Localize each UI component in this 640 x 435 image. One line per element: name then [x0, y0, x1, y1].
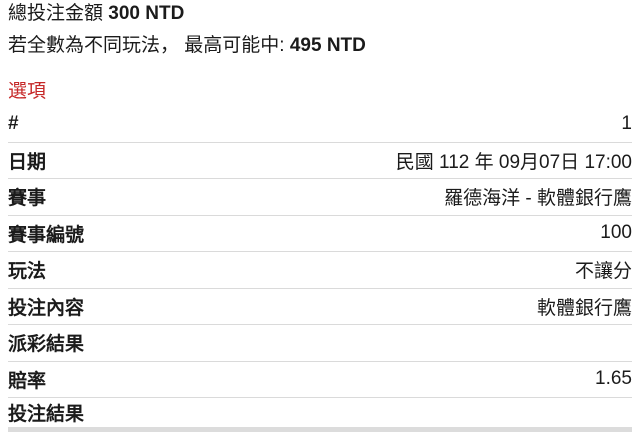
table-row-play-type: 玩法 不讓分: [8, 252, 632, 289]
row-bet-content-label: 投注內容: [8, 297, 85, 319]
table-row-date: 日期 民國 112 年 09月07日 17:00: [8, 143, 632, 179]
table-row-bet-result: 投注結果: [8, 398, 632, 427]
total-bet-amount-value: 300 NTD: [108, 3, 185, 24]
max-possible-win-label: 若全數為不同玩法， 最高可能中:: [8, 35, 290, 56]
row-date-label: 日期: [8, 151, 47, 173]
row-match-label: 賽事: [8, 188, 47, 210]
row-bet-result-label: 投注結果: [8, 404, 85, 425]
table-row-odds: 賠率 1.65: [8, 362, 632, 398]
row-match-id-value: 100: [600, 222, 632, 244]
row-date-value: 民國 112 年 09月07日 17:00: [395, 151, 632, 173]
bet-detail-table: # 1 日期 民國 112 年 09月07日 17:00 賽事 羅德海洋 - 軟…: [8, 106, 632, 427]
row-payout-result-label: 派彩結果: [8, 334, 85, 356]
section-title-options: 選項: [8, 81, 47, 102]
table-row-payout-result: 派彩結果: [8, 325, 632, 362]
table-row-match-id: 賽事編號 100: [8, 216, 632, 252]
table-end-divider: [8, 427, 632, 432]
row-number-label: #: [8, 112, 19, 134]
row-match-id-label: 賽事編號: [8, 224, 85, 246]
row-match-value: 羅德海洋 - 軟體銀行鷹: [444, 188, 632, 210]
table-row-match: 賽事 羅德海洋 - 軟體銀行鷹: [8, 179, 632, 216]
row-play-type-value: 不讓分: [574, 261, 632, 283]
row-number-value: 1: [621, 112, 632, 134]
max-possible-win-value: 495 NTD: [289, 35, 366, 56]
row-play-type-label: 玩法: [8, 261, 47, 283]
row-odds-label: 賠率: [8, 370, 47, 392]
total-bet-amount-line: 總投注金額 300 NTD: [8, 3, 632, 25]
total-bet-amount-label: 總投注金額: [8, 3, 109, 24]
row-odds-value: 1.65: [595, 368, 632, 390]
table-row-number: # 1: [8, 106, 632, 143]
max-possible-win-line: 若全數為不同玩法， 最高可能中: 495 NTD: [8, 35, 632, 57]
table-row-bet-content: 投注內容 軟體銀行鷹: [8, 289, 632, 325]
row-bet-content-value: 軟體銀行鷹: [536, 297, 632, 319]
